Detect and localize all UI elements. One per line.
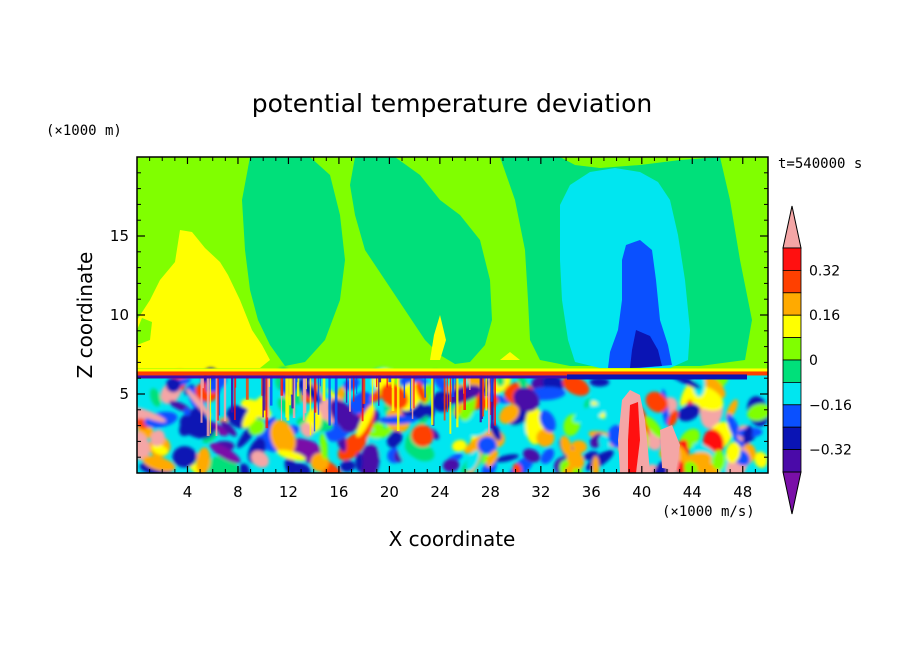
turbulent-layer [137,365,768,473]
colorbar-band [782,359,802,383]
x-tick-label: 40 [632,483,651,501]
x-tick-label: 4 [183,483,193,501]
y-tick-label: 15 [110,227,129,245]
colorbar-band [782,404,802,428]
cold-core-inner [630,330,662,368]
x-tick-label: 8 [233,483,243,501]
colorbar-band [782,381,802,406]
x-tick-label: 20 [380,483,399,501]
warm-bump [500,352,520,360]
colorbar-band [782,314,802,339]
colorbar-extend-high [782,205,802,249]
colorbar-band [782,269,802,294]
y-axis: 5 10 15 [110,172,768,458]
x-axis: 4 8 12 16 20 24 28 32 36 40 44 48 [149,157,756,501]
y-axis-label: Z coordinate [73,252,97,379]
colorbar-band [782,449,802,473]
colorbar-label: 0 [809,353,818,369]
colorbar-label: −0.16 [809,398,852,414]
x-tick-label: 16 [329,483,348,501]
x-tick-label: 24 [430,483,449,501]
contour-field [137,157,768,473]
cold-core [608,240,672,368]
colorbar-band [782,426,802,451]
x-tick-label: 32 [531,483,550,501]
cool-lobe-2 [350,157,492,364]
x-tick-label: 48 [733,483,752,501]
x-tick-label: 12 [279,483,298,501]
time-label: t=540000 s [778,156,862,172]
inversion-bottom [137,375,567,379]
x-tick-label: 44 [683,483,702,501]
y-tick-label: 10 [110,306,129,324]
colorbar-band [782,337,802,361]
colorbar-band [782,292,802,316]
warm-spike [430,315,446,360]
colorbar-band [782,247,802,271]
x-axis-label: X coordinate [389,527,516,551]
x-tick-label: 28 [481,483,500,501]
y-unit-label: (×1000 m) [46,123,122,139]
x-unit-label: (×1000 m/s) [662,504,755,520]
warm-plume-left [137,230,270,368]
y-tick-label: 5 [119,385,129,403]
colorbar-label: 0.16 [809,308,840,324]
colorbar-label: −0.32 [809,443,852,459]
inversion-top [137,368,768,373]
colorbar-label: 0.32 [809,263,840,279]
x-tick-label: 36 [582,483,601,501]
colorbar-extend-low [782,471,802,515]
inversion-layer [137,371,768,376]
colorbar: −0.32 −0.16 0 0.16 0.32 [782,205,852,515]
chart-title: potential temperature deviation [252,89,652,118]
cool-lobe-1 [242,157,345,366]
warm-plume-edge [137,318,152,345]
